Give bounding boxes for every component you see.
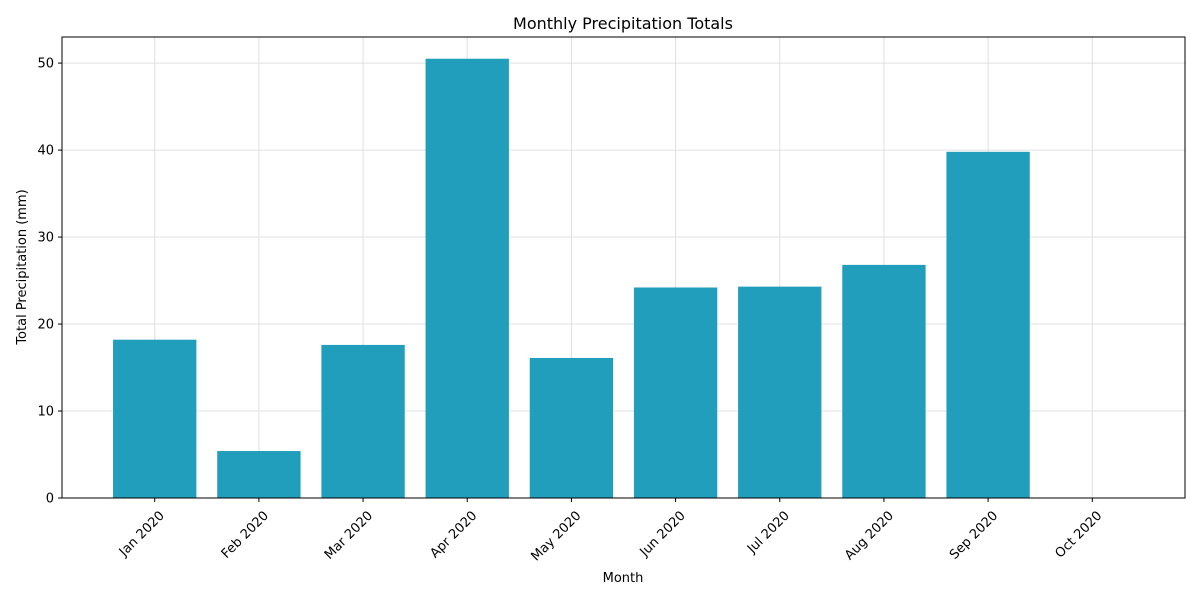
y-tick-label: 0 xyxy=(46,492,54,507)
x-tick-label: Aug 2020 xyxy=(842,508,897,563)
x-tick-label: Jan 2020 xyxy=(116,508,168,560)
y-tick-label: 40 xyxy=(37,144,54,159)
x-tick-label: Sep 2020 xyxy=(947,508,1001,562)
bars xyxy=(113,58,1030,499)
y-axis-ticks: 0 10 20 30 40 50 xyxy=(37,57,62,507)
x-axis-label: Month xyxy=(603,571,644,586)
y-tick-label: 10 xyxy=(37,405,54,420)
chart-title: Monthly Precipitation Totals xyxy=(513,14,733,33)
bar-sep-2020 xyxy=(946,151,1030,498)
x-tick-label: Mar 2020 xyxy=(322,508,376,562)
bar-jun-2020 xyxy=(633,287,718,498)
x-tick-label: Jul 2020 xyxy=(744,508,793,557)
x-tick-label: Feb 2020 xyxy=(219,508,272,561)
y-tick-label: 20 xyxy=(37,318,54,333)
y-axis-label: Total Precipitation (mm) xyxy=(15,189,30,345)
bar-feb-2020 xyxy=(217,451,301,498)
x-axis-ticks: Jan 2020 Feb 2020 Mar 2020 Apr 2020 May 2020… xyxy=(116,498,1105,564)
x-tick-label: Oct 2020 xyxy=(1053,508,1106,561)
bar-aug-2020 xyxy=(842,264,926,498)
bar-may-2020 xyxy=(529,357,614,498)
bar-apr-2020 xyxy=(425,58,509,499)
x-tick-label: Apr 2020 xyxy=(427,508,480,561)
y-tick-label: 30 xyxy=(37,231,54,246)
bar-jul-2020 xyxy=(738,286,822,498)
plot-frame xyxy=(61,36,1186,499)
bar-jan-2020 xyxy=(113,339,197,498)
bar-mar-2020 xyxy=(321,344,405,498)
x-tick-label: Jun 2020 xyxy=(637,508,689,560)
x-tick-label: May 2020 xyxy=(529,508,585,564)
y-tick-label: 50 xyxy=(37,57,54,72)
